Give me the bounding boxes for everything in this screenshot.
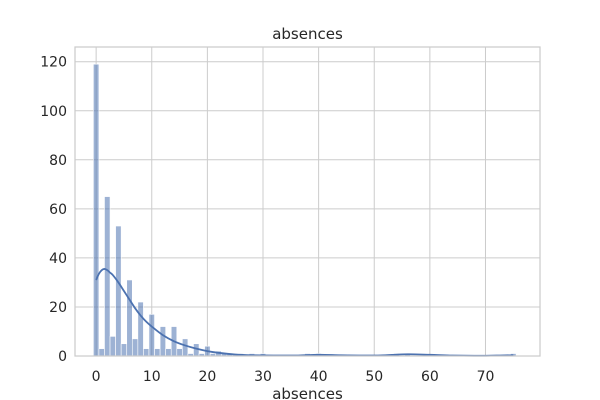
histogram-bar: [104, 196, 111, 357]
y-tick-label: 60: [49, 202, 67, 218]
y-tick-label: 40: [49, 251, 67, 267]
grid-lines: [75, 47, 540, 357]
histogram-bar: [120, 343, 128, 357]
histogram-bar: [143, 348, 150, 357]
y-tick-label: 80: [49, 153, 67, 169]
kde-curve: [95, 268, 514, 357]
x-tick-label: 20: [198, 369, 216, 385]
histogram-bar: [126, 279, 133, 357]
x-axis-label: absences: [272, 385, 343, 400]
histogram-bars: [93, 63, 517, 357]
chart-title: absences: [272, 25, 343, 43]
x-tick-label: 0: [92, 369, 101, 385]
histogram-bar: [176, 348, 183, 357]
histogram-bar: [137, 301, 144, 357]
histogram-bar: [154, 348, 161, 357]
histogram-bar: [159, 326, 166, 357]
x-tick-label: 70: [477, 369, 495, 385]
histogram-bar: [93, 63, 100, 357]
histogram-bar: [165, 348, 172, 357]
x-tick-label: 30: [254, 369, 272, 385]
x-tick-label: 50: [365, 369, 383, 385]
y-tick-labels: 0 20 40 60 80 100 120: [40, 55, 67, 365]
x-tick-labels: 0 10 20 30 40 50 60 70: [92, 369, 495, 385]
histogram-bar: [115, 225, 122, 357]
x-tick-label: 40: [310, 369, 328, 385]
x-tick-label: 60: [421, 369, 439, 385]
histogram-bar: [109, 336, 116, 357]
histogram-bar: [182, 338, 189, 357]
x-tick-label: 10: [143, 369, 161, 385]
histogram-bar: [148, 314, 155, 357]
y-tick-label: 20: [49, 300, 67, 316]
plot-frame: [74, 46, 541, 357]
histogram-bar: [98, 348, 105, 357]
y-tick-label: 120: [40, 55, 67, 71]
y-tick-label: 0: [58, 349, 67, 365]
histogram-bar: [131, 338, 139, 357]
y-tick-label: 100: [40, 104, 67, 120]
